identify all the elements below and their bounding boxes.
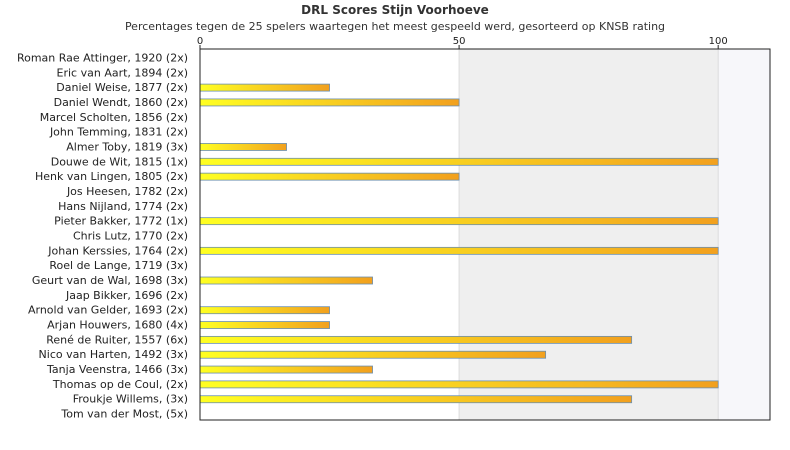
bar bbox=[199, 217, 719, 226]
category-label: Tanja Veenstra, 1466 (3x) bbox=[46, 363, 188, 376]
category-label: Douwe de Wit, 1815 (1x) bbox=[51, 155, 188, 168]
plot-border bbox=[199, 48, 771, 421]
category-label: Jaap Bikker, 1696 (2x) bbox=[65, 289, 188, 302]
x-tick-label: 100 bbox=[709, 36, 728, 47]
x-tick-label: 50 bbox=[453, 36, 466, 47]
category-label: Henk van Lingen, 1805 (2x) bbox=[35, 170, 188, 183]
category-label: Jos Heesen, 1782 (2x) bbox=[66, 185, 188, 198]
category-label: Geurt van de Wal, 1698 (3x) bbox=[32, 274, 188, 287]
bar bbox=[199, 365, 373, 374]
background-band bbox=[718, 49, 770, 420]
category-label: Eric van Aart, 1894 (2x) bbox=[57, 66, 188, 79]
bar bbox=[199, 380, 719, 389]
bar bbox=[199, 83, 330, 92]
bar bbox=[199, 321, 330, 329]
bar bbox=[199, 143, 287, 151]
chart-title: DRL Scores Stijn Voorhoeve bbox=[301, 3, 489, 17]
bar bbox=[199, 350, 547, 359]
bar bbox=[199, 395, 633, 404]
bar bbox=[199, 157, 719, 166]
category-label: Hans Nijland, 1774 (2x) bbox=[58, 200, 188, 213]
bar bbox=[199, 246, 719, 255]
category-label: Daniel Wendt, 1860 (2x) bbox=[54, 96, 188, 109]
bar bbox=[199, 172, 460, 181]
bar bbox=[199, 98, 460, 107]
bar bbox=[199, 276, 373, 285]
category-label: Nico van Harten, 1492 (3x) bbox=[39, 348, 188, 361]
category-label: Almer Toby, 1819 (3x) bbox=[66, 140, 188, 153]
bar bbox=[199, 306, 330, 315]
category-label: Roel de Lange, 1719 (3x) bbox=[49, 259, 188, 272]
category-label: Chris Lutz, 1770 (2x) bbox=[73, 230, 188, 243]
category-label: Arjan Houwers, 1680 (4x) bbox=[47, 319, 188, 332]
category-label: John Temming, 1831 (2x) bbox=[49, 126, 188, 139]
category-label: Roman Rae Attinger, 1920 (2x) bbox=[17, 51, 188, 64]
category-label: Daniel Weise, 1877 (2x) bbox=[56, 81, 188, 94]
category-label: Thomas op de Coul, (2x) bbox=[52, 378, 188, 391]
category-label: René de Ruiter, 1557 (6x) bbox=[46, 333, 188, 346]
category-label: Marcel Scholten, 1856 (2x) bbox=[40, 111, 188, 124]
background-band bbox=[459, 49, 719, 420]
category-label: Arnold van Gelder, 1693 (2x) bbox=[28, 304, 188, 317]
category-label: Pieter Bakker, 1772 (1x) bbox=[54, 215, 188, 228]
chart-subtitle: Percentages tegen de 25 spelers waartege… bbox=[124, 20, 666, 33]
category-label: Tom van der Most, (5x) bbox=[60, 408, 188, 421]
bar bbox=[199, 335, 633, 344]
category-label: Froukje Willems, (3x) bbox=[73, 393, 188, 406]
x-tick-label: 0 bbox=[197, 36, 203, 47]
category-label: Johan Kerssies, 1764 (2x) bbox=[47, 244, 188, 257]
